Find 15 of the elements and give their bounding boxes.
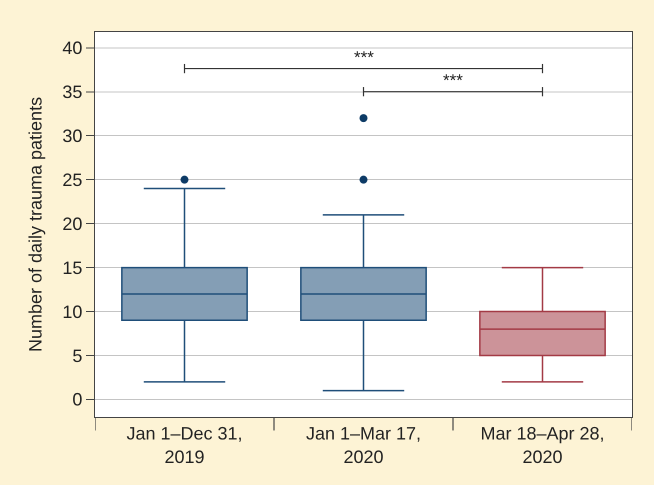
y-tick-label: 20	[62, 214, 82, 234]
y-tick-label: 30	[62, 126, 82, 146]
x-tick-label: Jan 1–Dec 31, 2019	[126, 424, 243, 467]
y-tick-label: 25	[62, 170, 82, 190]
annotation: ***	[354, 48, 374, 67]
y-tick-label: 40	[62, 38, 82, 58]
y-tick-label: 15	[62, 258, 82, 278]
y-tick-label: 35	[62, 82, 82, 102]
y-axis-title: Number of daily trauma patients	[26, 96, 46, 352]
annotation: ***	[443, 71, 464, 90]
x-tick-label: Jan 1–Mar 17, 2020	[306, 424, 422, 467]
y-tick-label: 0	[72, 390, 82, 410]
y-tick-label: 10	[62, 302, 82, 322]
x-tick-label: Mar 18–Apr 28, 2020	[480, 424, 605, 467]
y-tick-label: 5	[72, 346, 82, 366]
